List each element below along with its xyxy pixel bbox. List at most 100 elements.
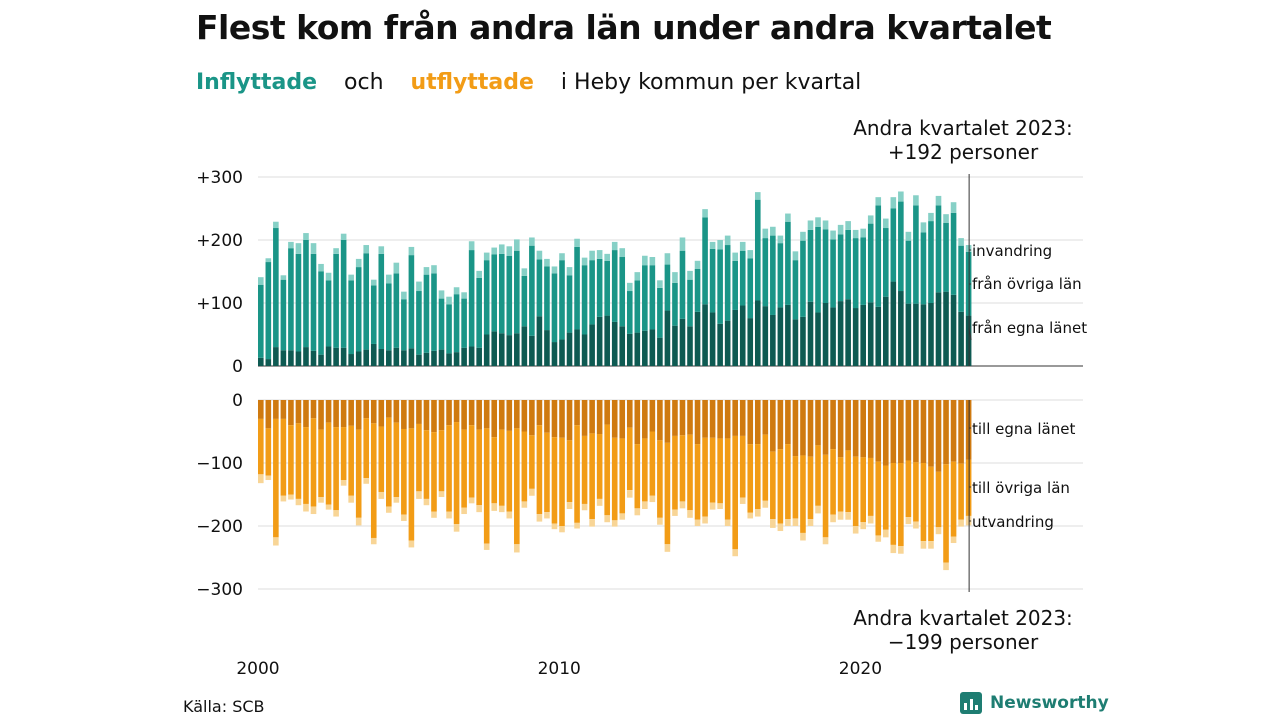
subtitle-rest: i Heby kommun per kvartal [560,70,862,95]
bar-top-invandring [340,233,347,240]
bar-bottom-utvandring [355,517,362,526]
bar-top-egna [295,351,302,366]
bar-top-egna [830,307,836,366]
bar-top-egna [672,325,678,366]
bar-top-invandring [807,220,814,230]
bar-top-invandring [423,267,430,275]
bar-bottom-ovriga [702,437,708,517]
bar-bottom-ovriga [928,466,934,542]
bar-bottom-egna [604,400,610,425]
bar-bottom-utvandring [476,505,482,513]
bar-top-ovriga [920,232,927,305]
bar-top-ovriga [393,273,400,348]
series-label-bottom: utvandring [972,513,1054,531]
bar-bottom-ovriga [401,428,407,515]
bar-top-ovriga [303,240,309,348]
bar-bottom-ovriga [724,438,731,520]
bar-top-invandring [483,252,490,261]
series-label-top: från egna länet [972,319,1087,337]
bar-bottom-ovriga [529,435,535,489]
bar-top-egna [950,294,957,366]
bar-top-invandring [408,246,415,256]
bar-top-egna [378,348,385,366]
bar-top-invandring [657,280,663,288]
bar-top-egna [770,314,776,366]
bar-bottom-utvandring [913,521,919,529]
bar-bottom-utvandring [370,537,377,545]
bar-top-invandring [280,275,287,280]
bar-bottom-egna [943,400,949,465]
bar-bottom-egna [551,400,558,438]
bar-bottom-ovriga [619,438,626,514]
bar-bottom-ovriga [747,444,754,513]
bar-bottom-utvandring [958,519,964,527]
bar-bottom-utvandring [491,503,498,511]
bar-bottom-egna [566,400,573,441]
bar-bottom-egna [574,400,580,426]
bar-bottom-ovriga [687,434,693,511]
bar-top-ovriga [386,283,392,351]
bar-bottom-ovriga [867,457,874,516]
subtitle-utflyttade: utflyttade [410,70,534,95]
bar-top-ovriga [785,221,791,305]
bar-top-egna [446,353,452,366]
bar-bottom-utvandring [875,535,882,542]
source-label: Källa: SCB [183,697,265,716]
series-label-bottom: till övriga län [972,479,1070,497]
bar-bottom-utvandring [416,491,422,499]
bar-top-ovriga [340,240,347,348]
bar-bottom-egna [860,400,866,458]
bar-top-egna [890,281,897,366]
bar-top-ovriga [770,235,776,315]
bar-top-egna [401,350,407,366]
bar-top-egna [265,359,272,366]
bar-top-ovriga [717,249,723,324]
bar-bottom-ovriga [363,418,370,479]
bar-bottom-ovriga [340,427,347,481]
bar-top-egna [310,350,317,366]
bar-top-invandring [596,250,603,259]
bar-top-invandring [672,272,678,283]
bar-bottom-utvandring [393,497,400,503]
bar-top-egna [340,347,347,366]
bar-bottom-egna [672,400,678,436]
bar-top-ovriga [476,277,482,348]
bar-bottom-utvandring [687,510,693,518]
bar-top-ovriga [416,291,422,355]
bar-top-egna [333,347,339,366]
bar-bottom-utvandring [860,522,866,530]
bar-bottom-utvandring [348,495,354,503]
bar-top-invandring [370,279,377,286]
bar-top-ovriga [348,280,354,355]
bar-bottom-egna [709,400,716,438]
bar-bottom-egna [288,400,294,426]
bar-bottom-ovriga [822,454,829,538]
bar-bottom-ovriga [574,425,580,523]
bar-top-egna [566,332,573,366]
bar-bottom-ovriga [438,430,445,492]
bar-bottom-egna [867,400,874,458]
bar-top-ovriga [626,291,633,334]
bar-bottom-utvandring [626,490,633,498]
annotation-bottom-line1: Andra kvartalet 2023: [853,606,1073,630]
bar-bottom-egna [386,400,392,418]
bar-bottom-egna [310,400,317,419]
bar-top-invandring [928,212,934,222]
bar-top-egna [408,348,415,366]
bar-top-ovriga [363,253,370,350]
bar-top-invandring [363,245,370,254]
bar-top-ovriga [664,264,671,311]
bar-bottom-egna [958,400,964,464]
bar-bottom-egna [649,400,656,432]
bar-top-invandring [498,244,505,254]
bar-top-egna [611,321,618,366]
bar-bottom-utvandring [634,508,641,516]
bar-bottom-egna [913,400,919,463]
bar-top-invandring [649,257,656,266]
bar-bottom-utvandring [280,495,287,502]
subtitle-och: och [344,70,384,95]
bar-bottom-egna [559,400,565,438]
bar-top-invandring [521,268,528,276]
bar-bottom-ovriga [303,427,309,504]
bar-top-invandring [536,250,543,260]
